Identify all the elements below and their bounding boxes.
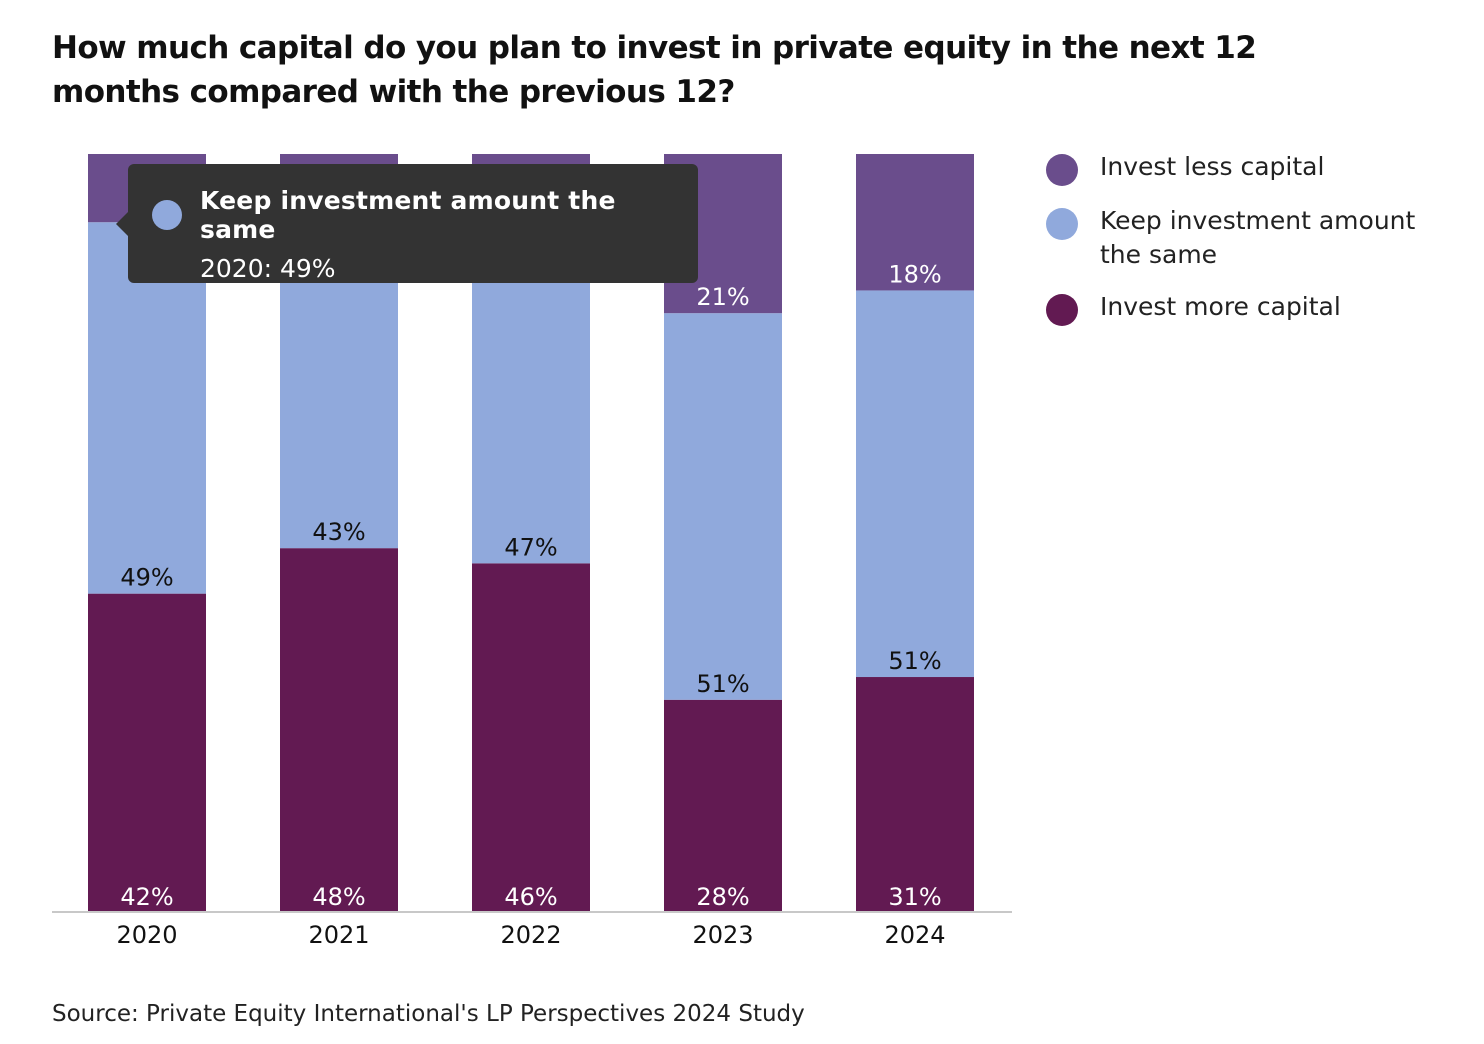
legend-swatch — [1046, 208, 1078, 240]
bar-segment-2024-0[interactable] — [856, 677, 974, 912]
bar-segment-2020-1[interactable] — [88, 222, 206, 594]
bar-data-label: 47% — [504, 533, 557, 561]
legend: Invest less capital Keep investment amou… — [1046, 150, 1466, 344]
legend-item-keep-same[interactable]: Keep investment amount the same — [1046, 204, 1466, 272]
bar-data-label: 31% — [888, 883, 941, 911]
bar-segment-2024-1[interactable] — [856, 290, 974, 678]
legend-item-invest-more[interactable]: Invest more capital — [1046, 290, 1466, 326]
tooltip-series-dot — [152, 200, 182, 230]
tooltip-value: 2020: 49% — [200, 254, 336, 283]
bar-data-label: 48% — [312, 883, 365, 911]
legend-item-invest-less[interactable]: Invest less capital — [1046, 150, 1466, 186]
bar-data-label: 18% — [888, 260, 941, 288]
legend-swatch — [1046, 154, 1078, 186]
chart-title: How much capital do you plan to invest i… — [52, 30, 1257, 110]
bar-segment-2023-1[interactable] — [664, 313, 782, 700]
x-tick-label: 2023 — [692, 921, 753, 949]
bar-data-label: 51% — [696, 670, 749, 698]
bar-data-label: 51% — [888, 647, 941, 675]
x-tick-label: 2024 — [884, 921, 945, 949]
x-tick-label: 2020 — [116, 921, 177, 949]
tooltip-arrow — [116, 212, 128, 236]
tooltip-series-name: Keep investment amount the same — [200, 186, 616, 244]
tooltip: Keep investment amount the same 2020: 49… — [116, 164, 698, 283]
bar-segment-2021-0[interactable] — [280, 548, 398, 912]
bar-segment-2022-0[interactable] — [472, 563, 590, 912]
source-note: Source: Private Equity International's L… — [52, 1001, 805, 1027]
bar-data-label: 21% — [696, 283, 749, 311]
bar-segment-2023-0[interactable] — [664, 699, 782, 912]
x-tick-label: 2022 — [500, 921, 561, 949]
x-tick-labels: 2020 2021 2022 2023 2024 — [116, 921, 945, 949]
bar-labels-layer: 42% 49% 48% 43% 46% 47% 28% 51% 21% 31% 51% 18% — [120, 260, 941, 911]
legend-label: Invest more capital — [1100, 292, 1341, 321]
bar-data-label: 49% — [120, 564, 173, 592]
x-tick-label: 2021 — [308, 921, 369, 949]
bar-data-label: 28% — [696, 883, 749, 911]
bar-segment-2024-2[interactable] — [856, 154, 974, 291]
bar-data-label: 43% — [312, 518, 365, 546]
legend-label: Invest less capital — [1100, 152, 1325, 181]
legend-label: Keep investment amount the same — [1100, 206, 1416, 269]
bar-data-label: 46% — [504, 883, 557, 911]
bar-data-label: 42% — [120, 883, 173, 911]
legend-swatch — [1046, 294, 1078, 326]
bar-segment-2020-0[interactable] — [88, 593, 206, 912]
